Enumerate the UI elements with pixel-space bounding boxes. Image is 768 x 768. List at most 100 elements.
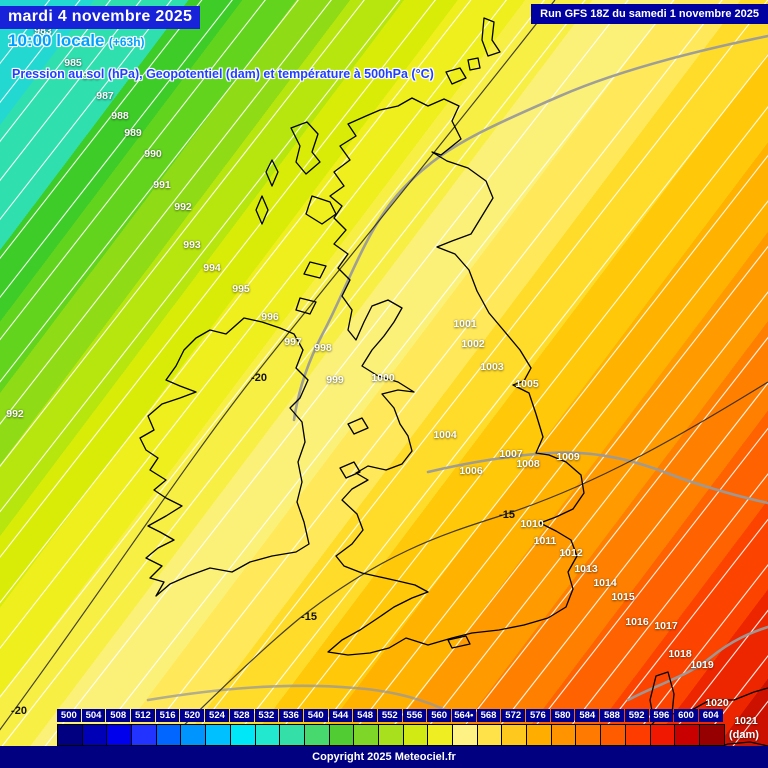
isobar-line (0, 0, 722, 768)
legend-swatch (477, 725, 503, 745)
temperature-contour-minus15 (139, 381, 768, 768)
isobar-line (0, 0, 543, 739)
copyright-text: Copyright 2025 Meteociel.fr (312, 751, 456, 763)
legend-value: 552 (377, 709, 402, 722)
legend-swatch (576, 725, 602, 745)
legend-value: 516 (155, 709, 180, 722)
legend-value: 592 (624, 709, 649, 722)
coastline-small-islands (339, 417, 471, 649)
isobar-line (16, 0, 768, 768)
legend-swatch (675, 725, 700, 745)
legend-value: 508 (106, 709, 131, 722)
legend-swatch (181, 725, 207, 745)
legend-value: 580 (550, 709, 575, 722)
isobar-line (0, 0, 639, 768)
legend-value: 588 (600, 709, 624, 722)
isobar-line (0, 0, 744, 768)
legend-swatch (650, 725, 676, 745)
valid-time: 10:00 locale (+63h) (8, 31, 145, 51)
isobar-line (0, 0, 580, 768)
temperature-contour-minus20 (0, 0, 556, 731)
isobar-line (0, 0, 659, 768)
legend-value: 536 (279, 709, 303, 722)
coastline-northern-isles (445, 17, 501, 85)
isobar-line (0, 0, 680, 768)
legend-swatch (82, 725, 108, 745)
isobar-line (0, 0, 700, 768)
geopotential-contour (146, 684, 454, 715)
legend-unit: (dam) (729, 729, 759, 741)
isobar-line (0, 0, 524, 725)
legend-swatch (255, 725, 281, 745)
legend-swatch (699, 725, 724, 745)
legend-value: 600 (674, 709, 698, 722)
legend-swatch (428, 725, 453, 745)
coastlines (139, 17, 768, 768)
legend-value: 528 (229, 709, 254, 722)
legend-swatch (403, 725, 429, 745)
copyright-bar: Copyright 2025 Meteociel.fr (0, 746, 768, 768)
legend-swatch (551, 725, 577, 745)
run-info-badge: Run GFS 18Z du samedi 1 novembre 2025 (531, 4, 768, 24)
isobar-line (38, 0, 768, 768)
coastline-hebrides (255, 121, 337, 315)
legend-swatch (132, 725, 157, 745)
legend-swatch (502, 725, 528, 745)
legend-value: 512 (131, 709, 155, 722)
legend-value: 560 (427, 709, 451, 722)
legend-value: 548 (353, 709, 377, 722)
isobar-line (258, 14, 768, 768)
isobar-line (82, 0, 768, 768)
legend-swatch (527, 725, 552, 745)
isobar-line (104, 0, 768, 768)
isobar-line (0, 0, 561, 754)
geopotential-contour (292, 34, 768, 422)
legend-value: 564• (452, 709, 476, 722)
legend-value: 544 (328, 709, 353, 722)
isobar-line (0, 0, 618, 768)
legend-value: 556 (402, 709, 427, 722)
legend-swatch (354, 725, 379, 745)
legend-swatch (58, 725, 83, 745)
isobar-line (148, 0, 768, 768)
map-subtitle: Pression au sol (hPa), Geopotentiel (dam… (12, 67, 434, 81)
legend-value: 568 (476, 709, 501, 722)
legend-value: 596 (649, 709, 674, 722)
legend-color-scale (57, 724, 725, 746)
geopotential-contours (146, 34, 768, 715)
legend-swatch (378, 725, 404, 745)
legend-values: 500 504 508 512 516 520 524 528 532 536 540 544 548 5… (57, 709, 724, 722)
legend-value: 540 (303, 709, 328, 722)
legend-value: 504 (81, 709, 106, 722)
geopotential-contour (426, 451, 768, 505)
legend-value: 500 (57, 709, 81, 722)
legend-value: 604 (698, 709, 723, 722)
legend-swatch (156, 725, 182, 745)
legend-swatch (453, 725, 478, 745)
isobar-line (236, 0, 768, 768)
isobar-line (170, 0, 768, 768)
isobar-line (60, 0, 768, 768)
isobar-line (192, 0, 768, 768)
legend-value: 520 (180, 709, 205, 722)
legend-swatch (230, 725, 256, 745)
isobar-line (126, 0, 768, 768)
legend-swatch (206, 725, 231, 745)
legend-value: 584 (575, 709, 600, 722)
legend-swatch (625, 725, 651, 745)
isobar-line (0, 0, 505, 710)
isobar-line (0, 0, 599, 768)
legend-swatch (107, 725, 133, 745)
coastline-great-britain (327, 97, 585, 656)
legend-swatch (304, 725, 330, 745)
